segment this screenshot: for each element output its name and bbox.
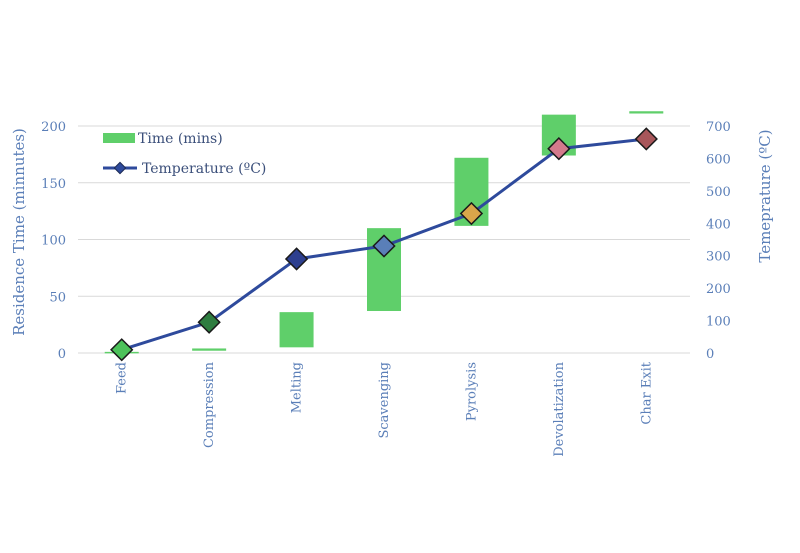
right-axis-ticks: 0 100 200 300 400 500 600 700 [706,120,731,362]
right-tick-label: 500 [706,185,731,200]
right-tick-label: 0 [706,347,714,362]
category-label: Scavenging [377,362,392,439]
right-tick-label: 300 [706,250,731,265]
legend-label-time: Time (mins) [138,131,223,147]
temperature-marker [459,201,484,226]
temperature-markers [110,127,658,362]
legend: Time (mins) Temperature (ºC) [103,131,266,177]
category-label: Feed [115,362,130,394]
category-label: Devolatization [552,361,567,456]
legend-swatch-time [103,133,135,143]
temperature-marker [372,234,396,258]
category-label: Compression [202,361,217,448]
left-tick-label: 50 [49,290,66,305]
right-tick-label: 100 [706,315,731,330]
category-label: Pyrolysis [464,362,479,421]
category-label: Char Exit [639,361,654,424]
temperature-marker [197,310,221,334]
temperature-marker [634,127,658,151]
right-tick-label: 400 [706,217,731,232]
right-axis-title: Temeprature (ºC) [756,129,774,262]
temperature-marker [110,338,134,362]
time-bar [279,312,314,348]
time-bar [629,111,664,114]
right-tick-label: 200 [706,282,731,297]
left-axis-title: Residence Time (minnutes) [10,128,28,336]
temperature-marker [284,247,309,271]
right-tick-label: 600 [706,152,731,167]
left-tick-label: 100 [41,234,66,249]
category-label: Melting [290,362,305,413]
temperature-marker [547,137,571,161]
category-labels: Feed Compression Melting Scavenging Pyrolysi… [115,361,655,457]
right-tick-label: 700 [706,120,731,135]
legend-label-temperature: Temperature (ºC) [142,161,266,177]
time-bar [192,348,227,351]
left-tick-label: 200 [41,120,66,135]
left-tick-label: 0 [58,347,66,362]
left-tick-label: 150 [41,177,66,192]
legend-swatch-temperature-marker [113,161,127,175]
left-axis-ticks: 0 50 100 150 200 [41,120,66,362]
